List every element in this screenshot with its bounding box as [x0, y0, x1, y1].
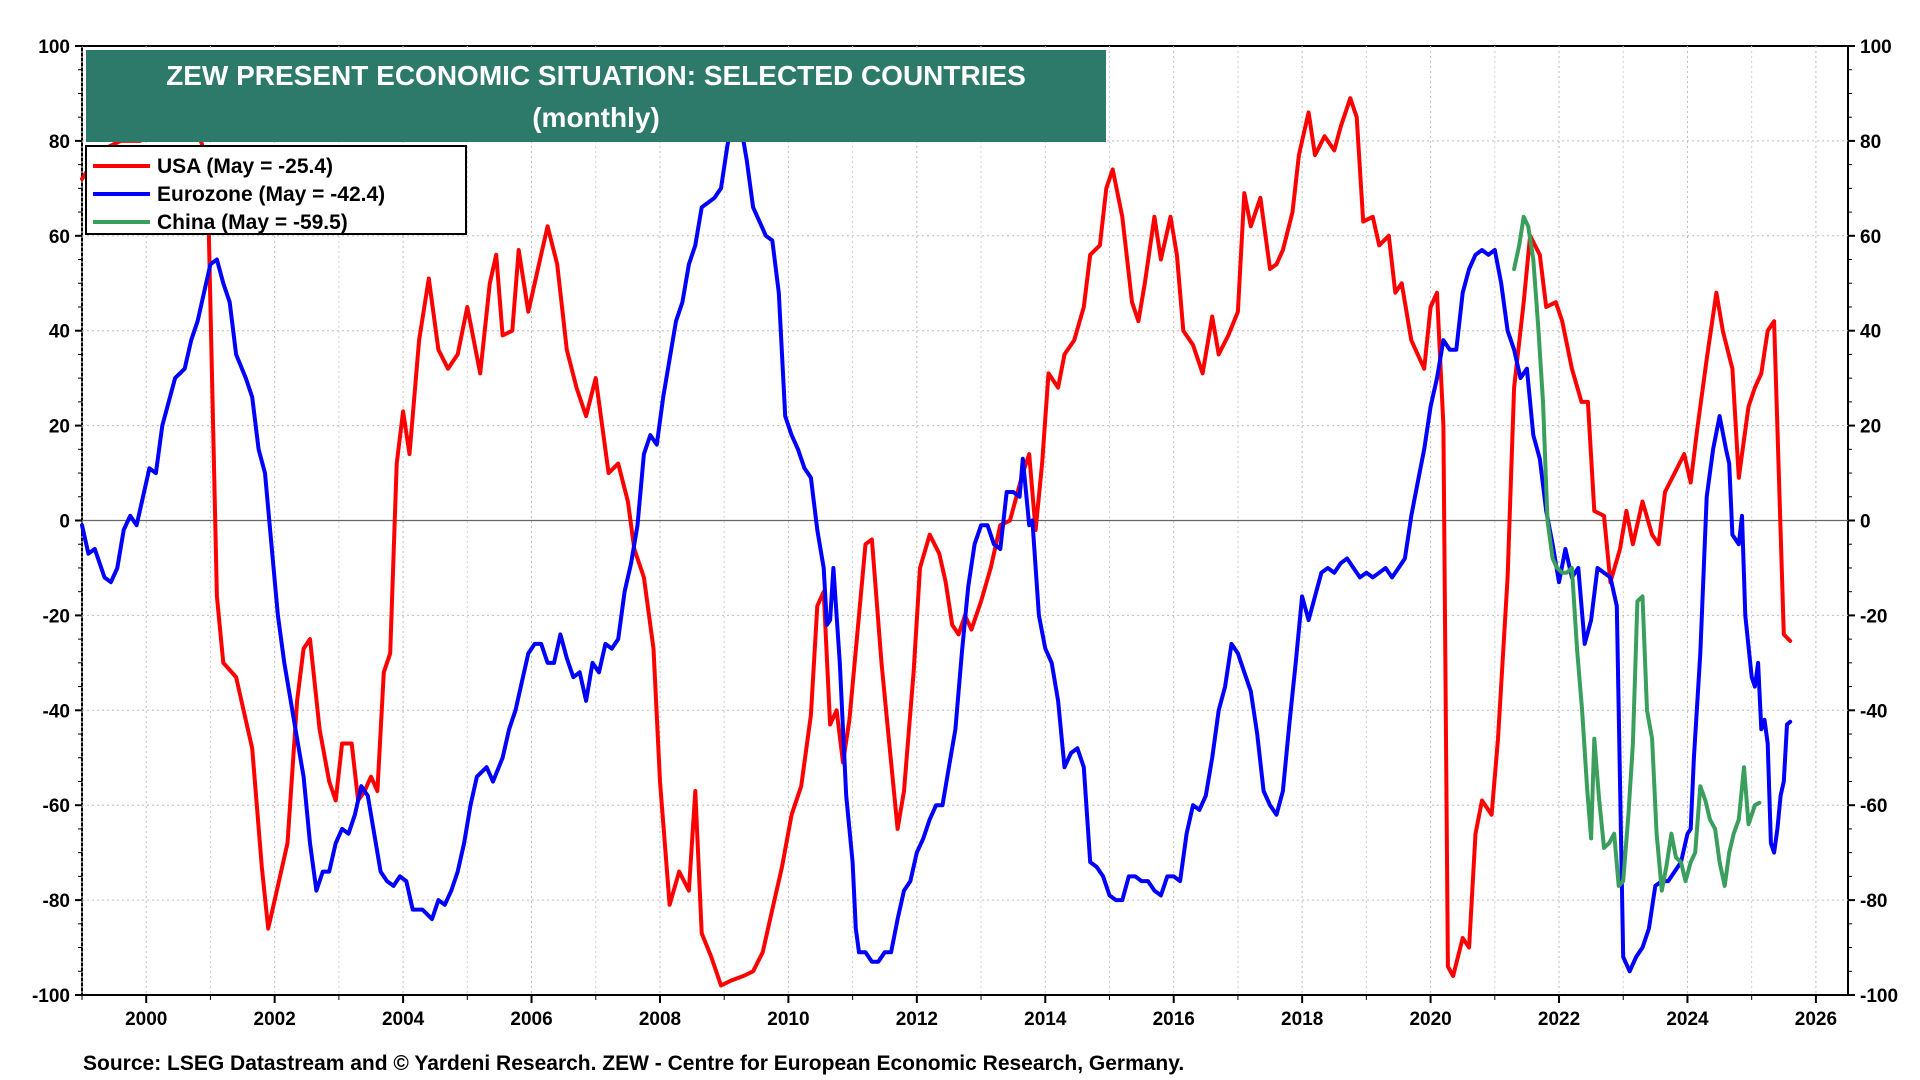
- title-banner: [86, 50, 1106, 142]
- legend: USA (May = -25.4) Eurozone (May = -42.4) C…: [93, 155, 385, 234]
- y-tick-label-left: -60: [43, 796, 70, 817]
- x-tick-label: 2012: [896, 1009, 938, 1030]
- x-tick-label: 2024: [1666, 1009, 1709, 1030]
- y-tick-label-right: -20: [1860, 606, 1887, 627]
- y-tick-label-right: -60: [1860, 796, 1887, 817]
- x-tick-label: 2014: [1024, 1009, 1067, 1030]
- y-tick-label-left: -40: [43, 701, 70, 722]
- y-tick-label-left: 40: [49, 322, 70, 343]
- y-tick-label-left: -20: [43, 606, 70, 627]
- x-tick-label: 2026: [1795, 1009, 1837, 1030]
- legend-label-eurozone: Eurozone (May = -42.4): [157, 183, 385, 206]
- y-tick-label-left: 20: [49, 417, 70, 438]
- x-tick-label: 2006: [510, 1009, 552, 1030]
- series-lines: [80, 96, 1793, 988]
- y-tick-label-left: 0: [59, 512, 70, 533]
- grid: [81, 46, 1848, 995]
- y-tick-label-right: -40: [1860, 701, 1887, 722]
- x-tick-label: 2020: [1409, 1009, 1451, 1030]
- x-tick-label: 2000: [125, 1009, 167, 1030]
- y-tick-label-right: -100: [1860, 986, 1898, 1007]
- y-tick-label-right: 80: [1860, 132, 1881, 153]
- x-tick-label: 2010: [767, 1009, 809, 1030]
- x-tick-label: 2022: [1538, 1009, 1580, 1030]
- y-tick-label-left: 60: [49, 227, 70, 248]
- y-tick-label-left: -80: [43, 891, 70, 912]
- legend-box: [85, 145, 467, 235]
- x-tick-label: 2016: [1153, 1009, 1195, 1030]
- source-note: Source: LSEG Datastream and © Yardeni Re…: [83, 1052, 1184, 1075]
- y-tick-label-right: 20: [1860, 417, 1881, 438]
- legend-label-usa: USA (May = -25.4): [157, 155, 333, 178]
- x-tick-label: 2002: [254, 1009, 296, 1030]
- y-tick-label-right: 100: [1860, 37, 1892, 58]
- y-tick-label-left: -100: [32, 986, 70, 1007]
- chart-title: ZEW PRESENT ECONOMIC SITUATION: SELECTED…: [166, 60, 1026, 91]
- series-line-china: [1512, 214, 1762, 893]
- y-tick-label-right: 40: [1860, 322, 1881, 343]
- x-tick-label: 2018: [1281, 1009, 1323, 1030]
- y-tick-label-right: 0: [1860, 512, 1871, 533]
- x-tick-label: 2004: [382, 1009, 425, 1030]
- legend-label-china: China (May = -59.5): [157, 211, 348, 234]
- series-line-eurozone: [80, 110, 1793, 974]
- x-tick-label: 2008: [639, 1009, 681, 1030]
- y-tick-label-left: 80: [49, 132, 70, 153]
- chart-subtitle: (monthly): [532, 102, 660, 133]
- y-tick-label-right: 60: [1860, 227, 1881, 248]
- y-tick-label-left: 100: [38, 37, 70, 58]
- y-tick-label-right: -80: [1860, 891, 1887, 912]
